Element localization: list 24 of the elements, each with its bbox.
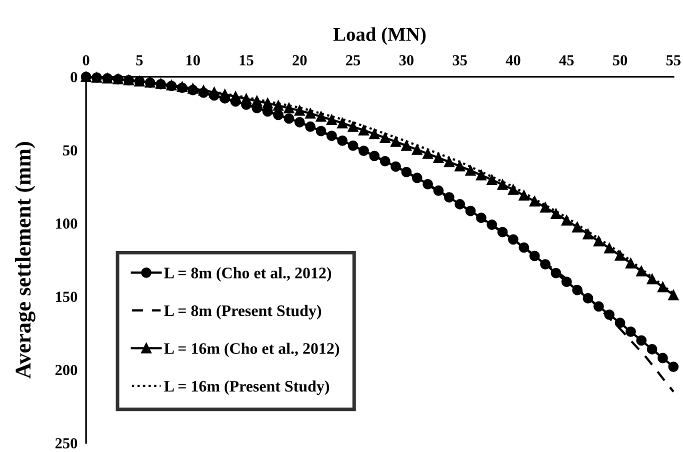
x-tick-label: 5 — [136, 55, 143, 66]
legend-label: L = 8m (Present Study) — [164, 304, 322, 320]
x-tick-label: 40 — [506, 55, 520, 66]
y-tick-label: 0 — [70, 72, 78, 82]
y-tick-label: 100 — [56, 218, 78, 229]
x-tick-label: 25 — [346, 55, 360, 66]
x-tick-label: 35 — [452, 55, 467, 66]
y-tick-label: 250 — [55, 438, 78, 448]
y-tick-label: 200 — [55, 364, 78, 376]
y-axis-title: Average settlement (mm) — [15, 142, 36, 379]
x-tick-label: 0 — [82, 55, 90, 66]
x-tick-label: 30 — [399, 55, 414, 66]
legend-label: L = 16m (Present Study) — [164, 380, 330, 395]
x-tick-label: 55 — [666, 55, 681, 66]
x-tick-label: 45 — [559, 55, 574, 66]
x-tick-label: 15 — [240, 55, 254, 66]
y-tick-label: 150 — [56, 292, 78, 302]
x-axis-title: Load (MN) — [333, 27, 426, 45]
x-tick-label: 50 — [613, 55, 628, 66]
y-tick-label: 50 — [63, 145, 78, 156]
x-tick-label: 10 — [186, 55, 200, 66]
legend-label: L = 8m (Cho et al., 2012) — [164, 267, 332, 282]
legend-label: L = 16m (Cho et al., 2012) — [164, 342, 340, 358]
x-tick-label: 20 — [292, 55, 307, 66]
